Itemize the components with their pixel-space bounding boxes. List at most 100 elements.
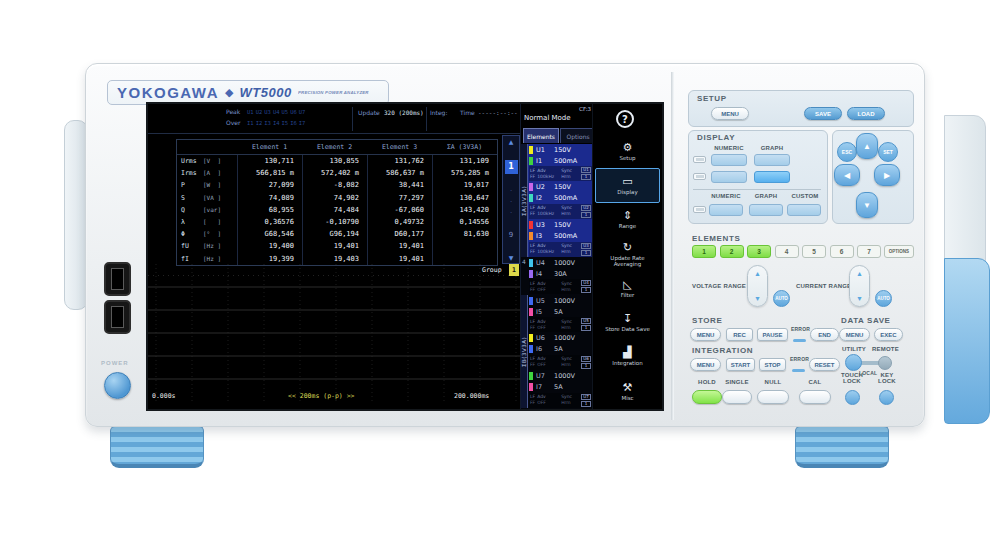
- element-key-1[interactable]: 1: [692, 245, 716, 258]
- integration-menu-button[interactable]: MENU: [690, 358, 721, 371]
- page-dot[interactable]: ·: [510, 211, 512, 216]
- graph-button-row3[interactable]: [749, 204, 783, 216]
- cell-value: 19,017: [432, 179, 497, 191]
- element-item[interactable]: U61000VI65ALFFFAdvOFFSyncHrmU61: [521, 333, 593, 371]
- element-item[interactable]: U2150VI2500mALFFFAdv100kHzSyncHrmU21: [521, 182, 593, 220]
- filter-values: Adv100kHz: [537, 205, 559, 217]
- element-filter-row: LFFFAdv100kHzSyncHrmU21: [529, 204, 593, 219]
- voltage-auto-button[interactable]: AUTO: [773, 290, 790, 307]
- arrow-left-button[interactable]: ◀: [834, 164, 860, 186]
- cell-value: -67,060: [367, 204, 432, 216]
- numeric-button-row3[interactable]: [709, 204, 743, 216]
- sidebar-item-setup[interactable]: ⚙Setup: [593, 134, 662, 168]
- page-dot[interactable]: ·: [510, 189, 512, 194]
- sync-hrm-boxes: U11: [581, 167, 591, 180]
- element-item[interactable]: U3150VI3500mALFFFAdv100kHzSyncHrmU31: [521, 220, 593, 258]
- store-rec-button[interactable]: REC: [726, 328, 753, 341]
- element-item[interactable]: U1150VI1500mALFFFAdv100kHzSyncHrmU11: [521, 144, 593, 182]
- page-dot[interactable]: ·: [510, 200, 512, 205]
- numeric-button-row1[interactable]: [711, 154, 747, 166]
- current-auto-button[interactable]: AUTO: [875, 290, 892, 307]
- touchscreen[interactable]: Peak U1U2U3U4U5U6U7 Over I1I2I3I4I5I6I7 …: [148, 104, 662, 409]
- voltage-range-rocker[interactable]: ▲ ▼: [747, 265, 768, 307]
- element-key-6[interactable]: 6: [830, 245, 854, 258]
- utility-button[interactable]: [845, 354, 862, 371]
- element-key-3[interactable]: 3: [747, 245, 771, 258]
- voltage-range-value: 1000V: [554, 334, 575, 342]
- current-page[interactable]: 1: [505, 160, 518, 174]
- integration-reset-button[interactable]: RESET: [809, 358, 840, 371]
- data-save-menu-button[interactable]: MENU: [839, 328, 870, 341]
- voltage-color-bar: [529, 372, 533, 380]
- save-button[interactable]: SAVE: [804, 107, 842, 120]
- voltage-row: U51000V: [529, 295, 593, 306]
- hold-button[interactable]: [692, 390, 722, 404]
- filter-values: Adv100kHz: [537, 243, 559, 255]
- custom-button[interactable]: [787, 204, 821, 216]
- remote-label: REMOTE: [872, 346, 899, 352]
- single-button[interactable]: [722, 390, 752, 404]
- load-button[interactable]: LOAD: [847, 107, 885, 120]
- element-key-5[interactable]: 5: [802, 245, 826, 258]
- current-range-down-icon[interactable]: ▼: [856, 295, 863, 302]
- graph-button-row1[interactable]: [754, 154, 790, 166]
- crest-factor: CF:3: [579, 106, 591, 112]
- sidebar-item-display[interactable]: ▭Display: [595, 168, 660, 202]
- voltage-color-bar: [529, 183, 533, 191]
- store-pause-button[interactable]: PAUSE: [757, 328, 788, 341]
- cal-button[interactable]: [799, 390, 831, 404]
- sidebar-item-label: Display: [597, 189, 659, 195]
- element-item[interactable]: U71000VI75ALFFFAdvOFFSyncHrmU71: [521, 371, 593, 409]
- element-item[interactable]: U51000VI55ALFFFAdvOFFSyncHrmU51: [521, 295, 593, 333]
- integration-stop-button[interactable]: STOP: [759, 358, 786, 371]
- sidebar-item-integration[interactable]: ▟Integration: [593, 340, 662, 374]
- filter-values: AdvOFF: [537, 394, 559, 406]
- key-lock-button[interactable]: [879, 390, 894, 405]
- tab-options[interactable]: Options: [560, 128, 596, 143]
- page-up-icon[interactable]: ▲: [509, 138, 514, 145]
- esc-button[interactable]: ESC: [837, 142, 857, 162]
- null-button[interactable]: [757, 390, 789, 404]
- voltage-range-up-icon[interactable]: ▲: [754, 270, 761, 277]
- integration-start-button[interactable]: START: [726, 358, 755, 371]
- current-range-rocker[interactable]: ▲ ▼: [849, 265, 870, 307]
- wiring-group-a: ΣA(3V3A): [521, 144, 528, 257]
- arrow-up-button[interactable]: ▲: [856, 133, 878, 159]
- element-key-2[interactable]: 2: [720, 245, 744, 258]
- arrow-right-button[interactable]: ▶: [874, 164, 900, 186]
- last-page[interactable]: 9: [509, 231, 513, 239]
- sidebar-item-store-data-save[interactable]: ↧Store Data Save: [593, 305, 662, 339]
- sidebar-item-filter[interactable]: ◺Filter: [593, 271, 662, 305]
- set-button[interactable]: SET: [878, 142, 898, 162]
- tab-elements[interactable]: Elements: [523, 128, 559, 143]
- numeric-button-row2[interactable]: [711, 171, 747, 183]
- options-button[interactable]: OPTIONS: [884, 245, 914, 258]
- voltage-range-down-icon[interactable]: ▼: [754, 295, 761, 302]
- element-key-7[interactable]: 7: [857, 245, 881, 258]
- voltage-color-bar: [529, 334, 533, 342]
- store-end-button[interactable]: END: [810, 328, 839, 341]
- usb-port-2[interactable]: [104, 300, 131, 334]
- page-scroller: ▲ 1 · · · 9 ▼: [502, 135, 520, 264]
- filter-values: AdvOFF: [537, 356, 559, 368]
- help-icon[interactable]: ?: [616, 110, 634, 128]
- sidebar-item-update-rate-averaging[interactable]: ↻Update Rate Averaging: [593, 237, 662, 271]
- cell-value: -0,10790: [302, 216, 367, 228]
- current-range-up-icon[interactable]: ▲: [856, 270, 863, 277]
- element-item[interactable]: U41000VI430ALFFFAdvOFFSyncHrmU41: [521, 257, 593, 295]
- setup-menu-button[interactable]: MENU: [711, 107, 749, 120]
- arrow-down-button[interactable]: ▼: [856, 192, 878, 218]
- store-menu-button[interactable]: MENU: [690, 328, 721, 341]
- usb-port-1[interactable]: [104, 262, 131, 296]
- sidebar-item-range[interactable]: ⇕Range: [593, 203, 662, 237]
- sidebar-item-misc[interactable]: ⚒Misc: [593, 374, 662, 408]
- data-save-exec-button[interactable]: EXEC: [874, 328, 903, 341]
- page-down-icon[interactable]: ▼: [509, 254, 514, 261]
- graph-button-row2[interactable]: [754, 171, 790, 183]
- current-channel: I3: [536, 232, 550, 240]
- power-button[interactable]: [104, 372, 131, 399]
- harmonics-box: 1: [581, 174, 591, 180]
- element-key-4[interactable]: 4: [775, 245, 799, 258]
- group-number[interactable]: 1: [509, 264, 519, 276]
- touch-lock-button[interactable]: [845, 390, 860, 405]
